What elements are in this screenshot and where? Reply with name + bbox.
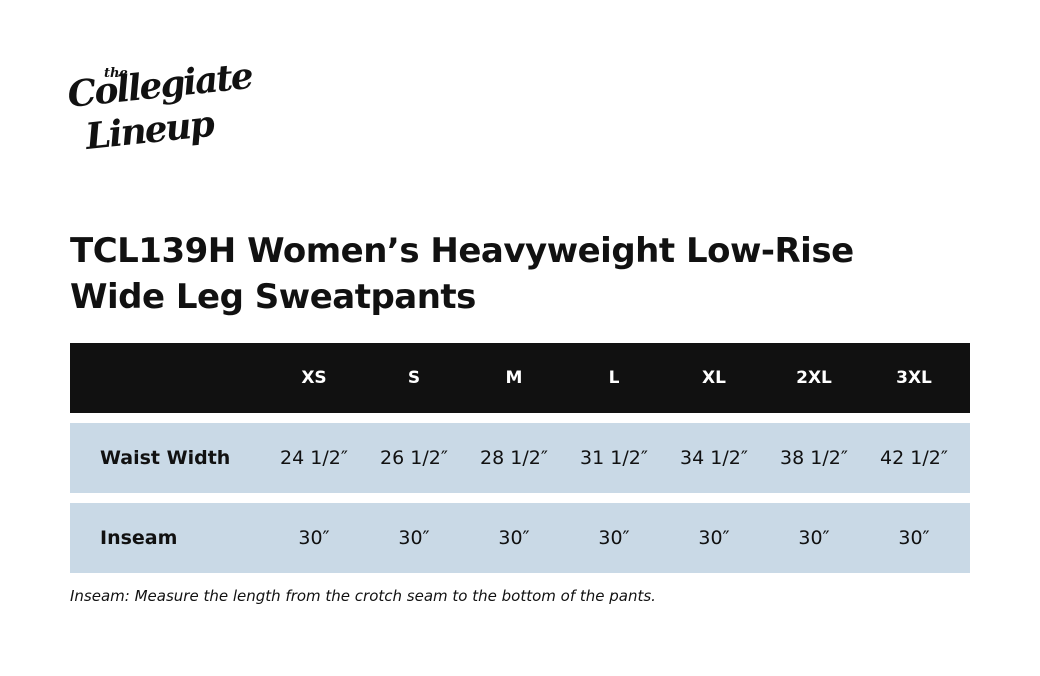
table-cell: 24 1/2″ xyxy=(280,447,348,469)
header-row: XS S M L XL 2XL 3XL xyxy=(70,343,970,413)
table-cell: 30″ xyxy=(898,527,930,549)
logo-text: Collegiate xyxy=(65,54,254,116)
footnote: Inseam: Measure the length from the crot… xyxy=(70,587,656,605)
size-table: XS S M L XL 2XL 3XL Waist Width 24 1/2″ 26 1/2″ 28… xyxy=(70,343,970,583)
table-cell: 30″ xyxy=(798,527,830,549)
table-row: Inseam 30″ 30″ 30″ 30″ 30″ 30″ 30″ xyxy=(70,503,970,573)
logo: the Collegiate Lineup xyxy=(66,55,254,166)
table-cell: 30″ xyxy=(398,527,430,549)
table-cell: 28 1/2″ xyxy=(480,447,548,469)
table-row: Waist Width 24 1/2″ 26 1/2″ 28 1/2″ 31 1/2″ 3… xyxy=(70,423,970,493)
column-header: 3XL xyxy=(896,368,932,388)
table-cell: 42 1/2″ xyxy=(880,447,948,469)
table-cell: 30″ xyxy=(698,527,730,549)
row-label: Waist Width xyxy=(100,447,231,469)
column-header: L xyxy=(608,368,620,388)
table-cell: 30″ xyxy=(298,527,330,549)
title-line: Wide Leg Sweatpants xyxy=(70,277,476,317)
row-label: Inseam xyxy=(100,527,178,549)
title: TCL139H Women’s Heavyweight Low-Rise Wide… xyxy=(70,228,854,320)
column-header: 2XL xyxy=(796,368,832,388)
table-cell: 34 1/2″ xyxy=(680,447,748,469)
logo-text: the xyxy=(104,66,128,81)
title-line: TCL139H Women’s Heavyweight Low-Rise xyxy=(70,231,854,271)
table-cell: 31 1/2″ xyxy=(580,447,648,469)
table-cell: 30″ xyxy=(498,527,530,549)
column-header: XL xyxy=(702,368,726,388)
table-cell: 38 1/2″ xyxy=(780,447,848,469)
column-header: M xyxy=(505,368,523,388)
table-cell: 30″ xyxy=(598,527,630,549)
column-header: XS xyxy=(301,368,327,388)
column-header: S xyxy=(407,368,421,388)
table-cell: 26 1/2″ xyxy=(380,447,448,469)
